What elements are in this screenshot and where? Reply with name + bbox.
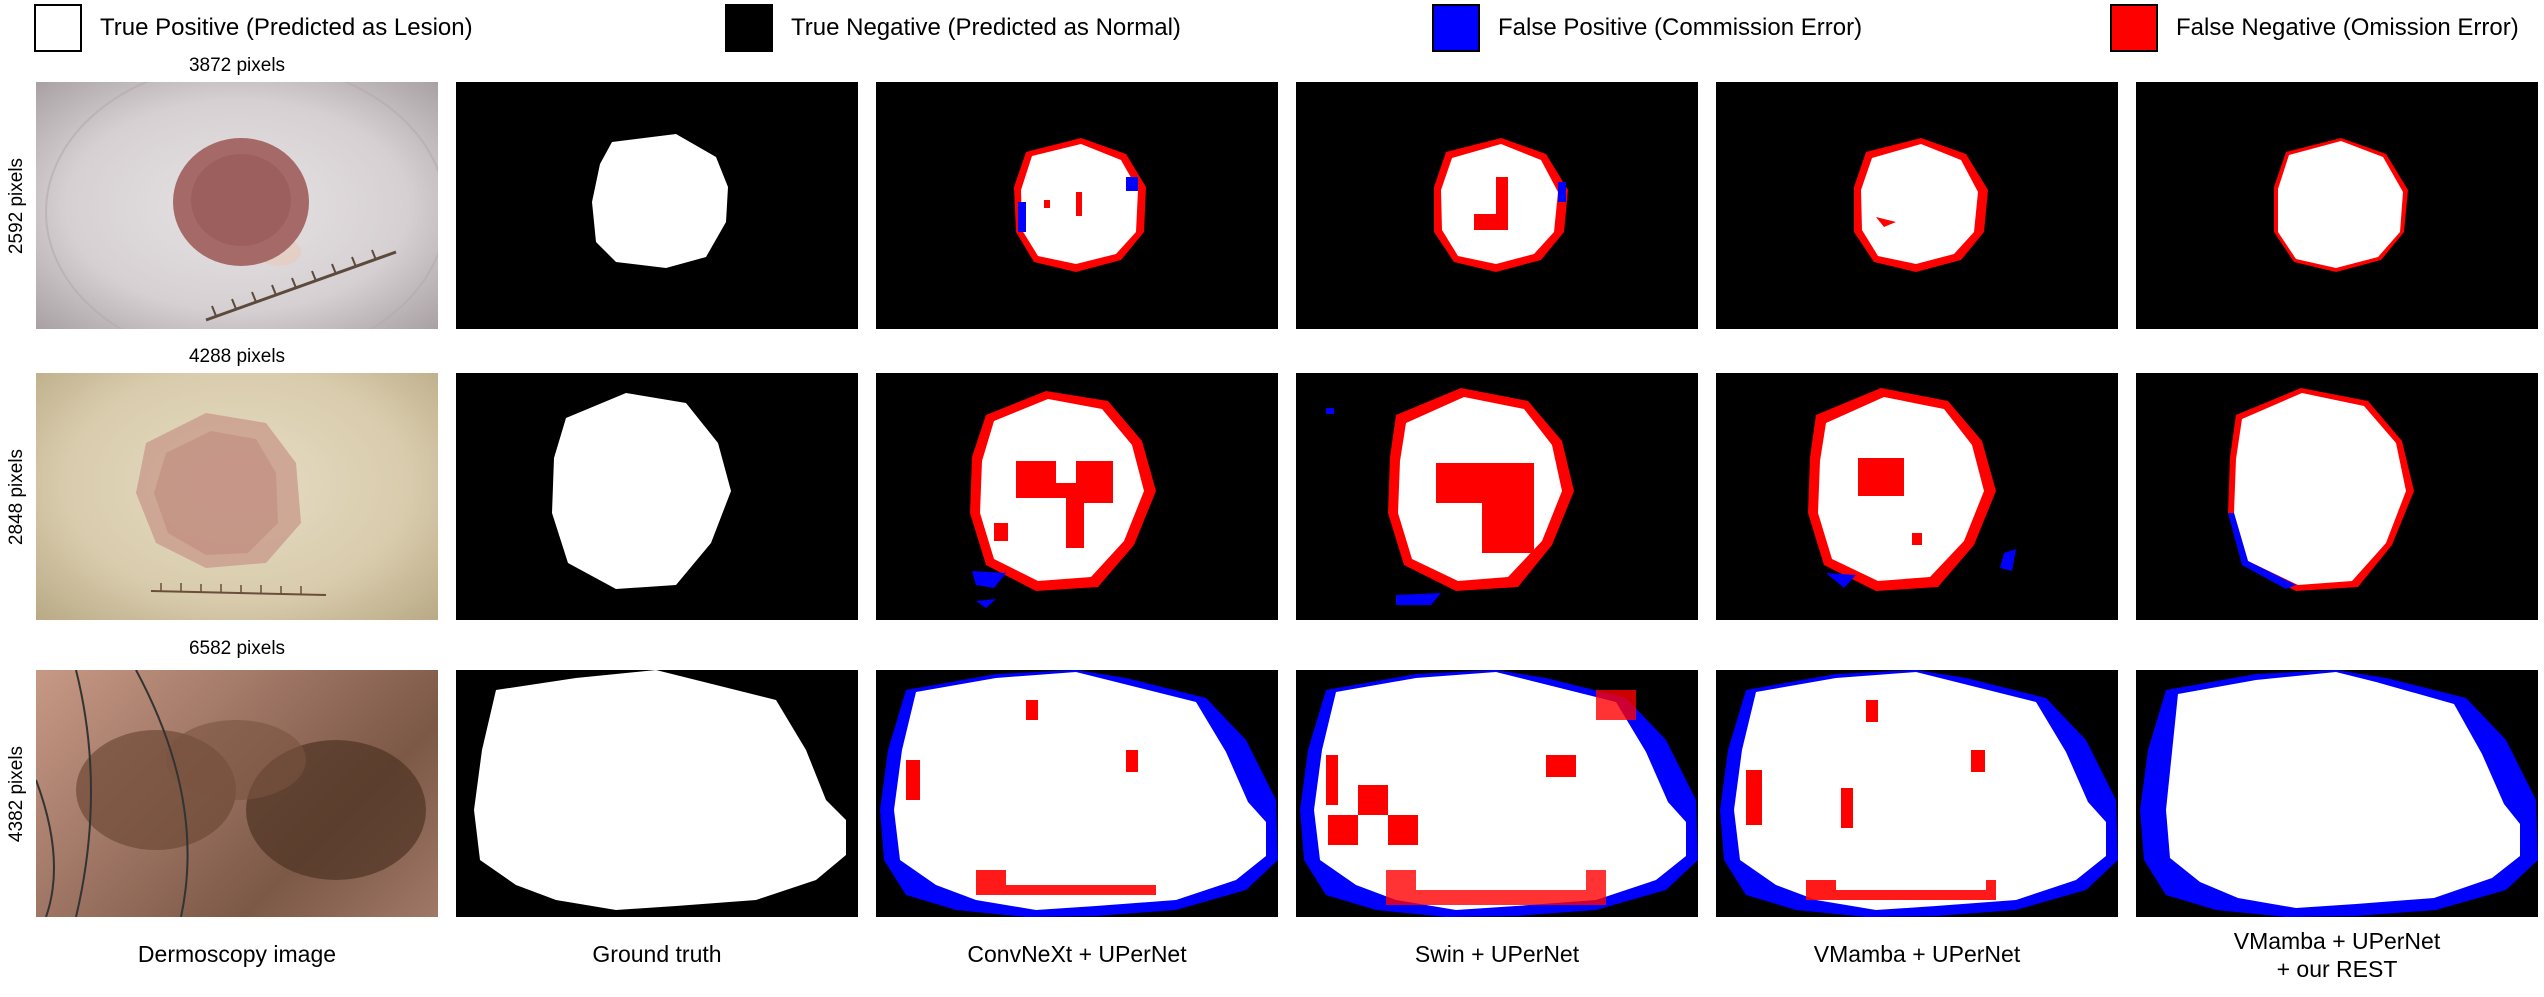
dermoscopy-drawing: [36, 670, 426, 917]
segmentation-mask-swin: [1296, 82, 1698, 329]
segmentation-mask-swin: [1296, 670, 1698, 917]
segmentation-mask-convnext: [876, 82, 1278, 329]
dermoscopy-image: [36, 82, 438, 329]
legend-label: True Positive (Predicted as Lesion): [100, 14, 473, 41]
mask-drawing: [880, 670, 1278, 917]
segmentation-mask-ground-truth: [456, 670, 858, 917]
column-caption-rest: VMamba + UPerNet + our REST: [2233, 928, 2441, 982]
segmentation-mask-vmamba: [1716, 670, 2118, 917]
image-width-label: 3872 pixels: [188, 55, 286, 76]
dermoscopy-drawing: [45, 82, 438, 329]
mask-drawing: [1326, 388, 1574, 605]
legend-true-positive: True Positive (Predicted as Lesion): [34, 0, 473, 56]
dermoscopy-drawing: [136, 413, 327, 596]
image-width-label: 4288 pixels: [188, 346, 286, 367]
mask-drawing: [474, 670, 846, 910]
legend-label: False Positive (Commission Error): [1498, 14, 1863, 41]
column-caption-dermoscopy: Dermoscopy image: [137, 941, 337, 967]
mask-drawing: [1808, 388, 2016, 591]
mask-drawing: [1014, 138, 1146, 272]
mask-drawing: [1854, 138, 1988, 272]
segmentation-mask-swin: [1296, 373, 1698, 620]
mask-drawing: [2140, 670, 2538, 917]
swatch-true-negative: [725, 4, 773, 52]
swatch-false-positive: [1432, 4, 1480, 52]
mask-drawing: [2228, 388, 2414, 591]
mask-drawing: [1300, 670, 1698, 917]
segmentation-mask-convnext: [876, 373, 1278, 620]
mask-drawing: [1720, 670, 2118, 917]
segmentation-mask-rest: [2136, 82, 2538, 329]
image-width-label: 6582 pixels: [188, 638, 286, 659]
image-height-label: 4382 pixels: [6, 745, 27, 842]
legend-true-negative: True Negative (Predicted as Normal): [725, 0, 1181, 56]
dermoscopy-image: [36, 373, 438, 620]
segmentation-mask-rest: [2136, 373, 2538, 620]
mask-drawing: [970, 391, 1156, 608]
legend-false-negative: False Negative (Omission Error): [2110, 0, 2519, 56]
mask-drawing: [1434, 138, 1568, 272]
segmentation-mask-vmamba: [1716, 82, 2118, 329]
segmentation-mask-rest: [2136, 670, 2538, 917]
swatch-true-positive: [34, 4, 82, 52]
segmentation-mask-convnext: [876, 670, 1278, 917]
mask-drawing: [592, 134, 728, 268]
column-caption-convnext: ConvNeXt + UPerNet: [967, 941, 1187, 967]
mask-drawing: [552, 393, 731, 589]
legend-label: True Negative (Predicted as Normal): [791, 14, 1181, 41]
column-caption-swin: Swin + UPerNet: [1414, 941, 1580, 967]
legend: True Positive (Predicted as Lesion) True…: [0, 0, 2544, 60]
segmentation-mask-ground-truth: [456, 373, 858, 620]
segmentation-mask-vmamba: [1716, 373, 2118, 620]
legend-false-positive: False Positive (Commission Error): [1432, 0, 1862, 56]
image-height-label: 2592 pixels: [6, 157, 27, 254]
mask-drawing: [2274, 138, 2408, 272]
legend-label: False Negative (Omission Error): [2176, 14, 2519, 41]
column-caption-ground-truth: Ground truth: [592, 941, 722, 967]
column-caption-vmamba: VMamba + UPerNet: [1813, 941, 2021, 967]
dermoscopy-image: [36, 670, 438, 917]
segmentation-mask-ground-truth: [456, 82, 858, 329]
swatch-false-negative: [2110, 4, 2158, 52]
image-height-label: 2848 pixels: [6, 448, 27, 545]
